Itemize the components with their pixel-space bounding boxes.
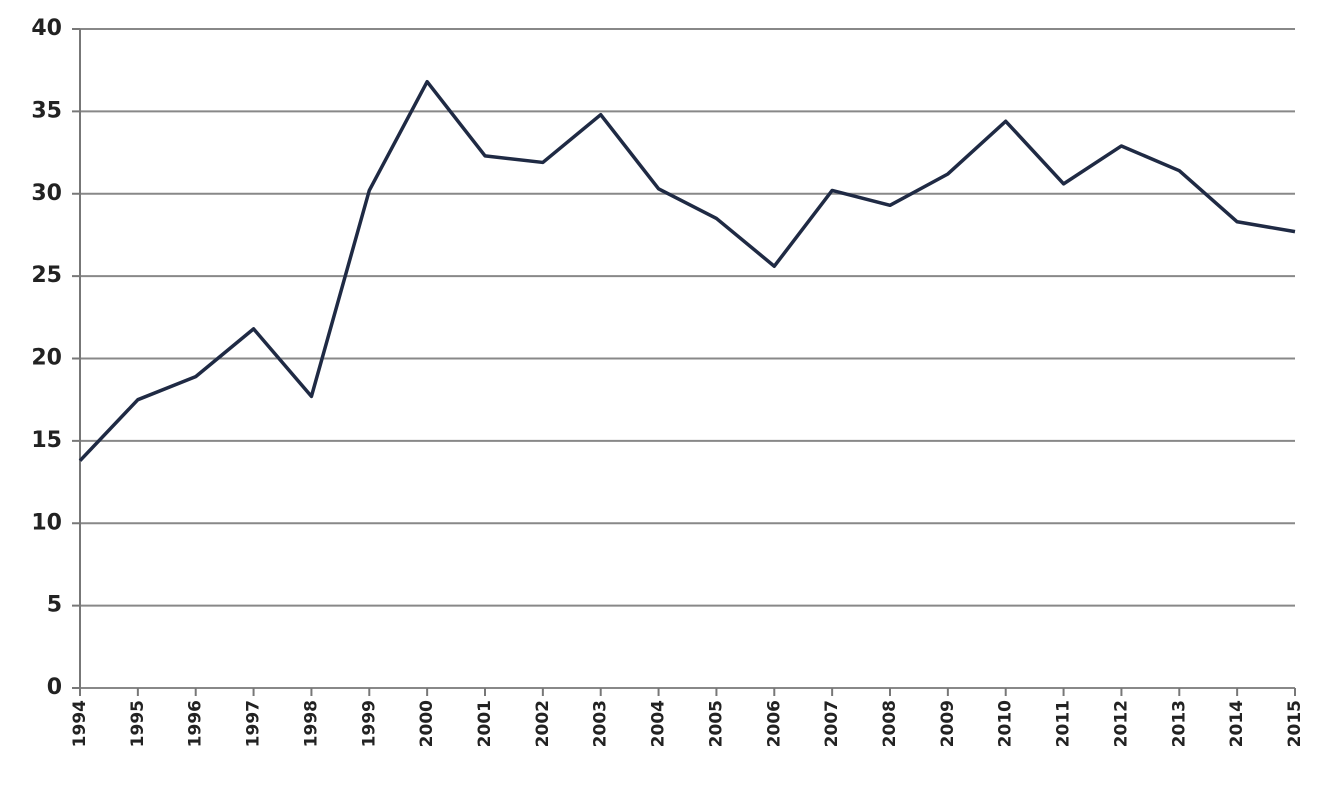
x-tick-label: 1994 (70, 700, 90, 747)
x-tick-label: 2008 (880, 700, 900, 747)
x-tick-label: 2009 (938, 700, 958, 747)
x-tick-label: 1995 (128, 700, 148, 747)
x-tick-label: 2004 (649, 700, 669, 747)
y-tick-label: 25 (31, 263, 62, 288)
x-tick-label: 2003 (591, 700, 611, 747)
x-tick-label: 2002 (533, 700, 553, 747)
y-tick-label: 15 (31, 428, 62, 453)
x-tick-label: 2011 (1054, 700, 1074, 747)
y-tick-label: 20 (31, 346, 62, 371)
x-tick-label: 2007 (822, 700, 842, 747)
y-tick-label: 10 (31, 510, 62, 535)
y-tick-label: 0 (47, 675, 62, 700)
y-tick-label: 35 (31, 98, 62, 123)
x-tick-label: 2012 (1111, 700, 1131, 747)
y-tick-label: 5 (47, 593, 62, 618)
x-tick-label: 2000 (417, 700, 437, 747)
x-tick-label: 1997 (244, 700, 264, 747)
x-tick-label: 2005 (706, 700, 726, 747)
x-tick-label: 2006 (764, 700, 784, 747)
x-tick-label: 2010 (996, 700, 1016, 747)
data-line (78, 79, 1296, 462)
y-tick-label: 40 (31, 16, 62, 41)
x-tick-label: 2015 (1285, 700, 1305, 747)
y-tick-label: 30 (31, 181, 62, 206)
x-tick-label: 2001 (475, 700, 495, 747)
x-tick-label: 1998 (301, 700, 321, 747)
x-tick-label: 1996 (186, 700, 206, 747)
x-tick-label: 2014 (1227, 700, 1247, 747)
x-tick-label: 1999 (359, 700, 379, 747)
x-tick-label: 2013 (1169, 700, 1189, 747)
